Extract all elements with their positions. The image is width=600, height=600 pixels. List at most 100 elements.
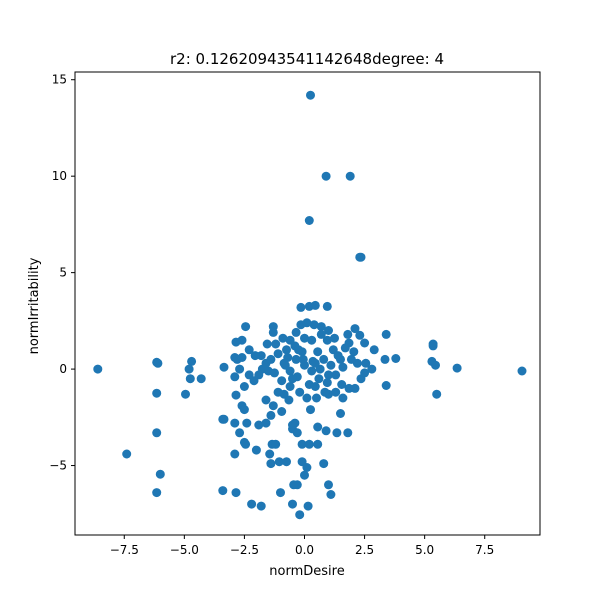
- scatter-point: [254, 420, 264, 430]
- scatter-point: [369, 345, 379, 355]
- chart-title: r2: 0.12620943541142648degree: 4: [170, 50, 444, 68]
- scatter-point: [302, 393, 312, 403]
- scatter-point: [322, 378, 332, 388]
- x-tick-label: 7.5: [475, 543, 494, 557]
- x-tick-label: 5.0: [415, 543, 434, 557]
- scatter-point: [196, 374, 206, 384]
- scatter-point: [307, 366, 317, 376]
- scatter-point: [345, 171, 355, 181]
- scatter-point: [218, 486, 228, 496]
- scatter-point: [291, 327, 301, 337]
- scatter-point: [153, 358, 163, 368]
- scatter-point: [256, 501, 266, 511]
- scatter-point: [239, 382, 249, 391]
- scatter-point: [322, 335, 332, 345]
- scatter-point: [155, 469, 165, 479]
- scatter-point: [340, 343, 350, 353]
- y-tick-label: 0: [59, 362, 67, 376]
- scatter-point: [307, 335, 317, 345]
- scatter-point: [338, 362, 348, 372]
- scatter-point: [310, 382, 320, 391]
- scatter-point: [278, 333, 288, 343]
- scatter-point: [320, 387, 330, 397]
- scatter-point: [185, 374, 195, 384]
- scatter-point: [268, 401, 278, 411]
- scatter-point: [304, 216, 314, 225]
- scatter-point: [306, 405, 315, 415]
- scatter-point: [296, 320, 306, 330]
- x-tick-label: 0.0: [295, 543, 314, 557]
- scatter-point: [292, 428, 302, 438]
- scatter-point: [273, 387, 283, 397]
- scatter-point: [326, 490, 336, 499]
- scatter-point: [295, 387, 305, 397]
- scatter-point: [324, 480, 333, 490]
- scatter-point: [319, 354, 329, 364]
- scatter-point: [337, 380, 347, 389]
- scatter-point: [291, 354, 301, 364]
- plot-area-frame: [74, 71, 541, 536]
- scatter-point: [274, 457, 284, 467]
- scatter-point: [452, 363, 462, 373]
- scatter-point: [321, 426, 331, 436]
- scatter-point: [324, 370, 333, 380]
- scatter-point: [367, 364, 377, 374]
- scatter-point: [296, 302, 306, 312]
- scatter-point: [285, 382, 295, 391]
- scatter-point: [247, 499, 257, 509]
- scatter-point: [235, 428, 245, 438]
- scatter-point: [300, 333, 309, 343]
- scatter-point: [231, 337, 241, 347]
- scatter-point: [231, 390, 241, 400]
- scatter-point: [326, 360, 336, 370]
- scatter-point: [230, 418, 240, 428]
- scatter-point: [266, 410, 276, 420]
- scatter-point: [271, 339, 281, 349]
- scatter-point: [350, 324, 360, 334]
- scatter-point: [288, 499, 297, 509]
- x-axis-ticks: −7.5 −5.0 −2.5 0.0 2.5 5.0 7.5: [110, 535, 494, 557]
- scatter-point: [517, 366, 527, 376]
- scatter-point: [219, 362, 229, 372]
- scatter-point: [283, 353, 293, 362]
- scatter-point: [289, 480, 299, 490]
- scatter-point: [261, 418, 271, 428]
- scatter-point: [302, 463, 312, 472]
- scatter-point: [297, 439, 307, 449]
- scatter-point: [316, 329, 326, 339]
- scatter-point: [270, 368, 279, 378]
- scatter-point: [333, 351, 343, 361]
- scatter-point: [237, 353, 247, 362]
- scatter-point: [303, 501, 313, 511]
- scatter-point: [321, 171, 331, 181]
- y-tick-label: 5: [59, 266, 67, 280]
- scatter-point: [309, 320, 319, 330]
- y-tick-label: −5: [49, 459, 67, 473]
- scatter-point: [268, 322, 278, 332]
- scatter-point: [277, 407, 287, 416]
- x-tick-label: −2.5: [230, 543, 259, 557]
- scatter-point: [276, 488, 285, 498]
- scatter-point: [322, 301, 332, 311]
- scatter-point: [343, 329, 353, 339]
- scatter-point: [152, 488, 162, 498]
- scatter-point: [241, 322, 251, 332]
- scatter-point: [380, 354, 390, 364]
- scatter-point: [350, 383, 360, 393]
- scatter-point: [360, 368, 370, 378]
- scatter-point: [310, 300, 320, 310]
- scatter-point: [184, 364, 194, 374]
- y-tick-label: 15: [52, 73, 67, 87]
- scatter-point: [261, 395, 271, 405]
- scatter-point: [355, 330, 365, 340]
- scatter-point: [343, 428, 353, 438]
- scatter-point: [432, 389, 442, 399]
- scatter-point: [239, 405, 249, 415]
- scatter-point: [349, 347, 359, 357]
- scatter-point: [230, 449, 240, 459]
- scatter-point: [431, 360, 440, 370]
- scatter-point: [316, 322, 326, 332]
- scatter-point: [391, 354, 401, 363]
- scatter-point: [313, 439, 323, 449]
- scatter-point: [235, 364, 245, 374]
